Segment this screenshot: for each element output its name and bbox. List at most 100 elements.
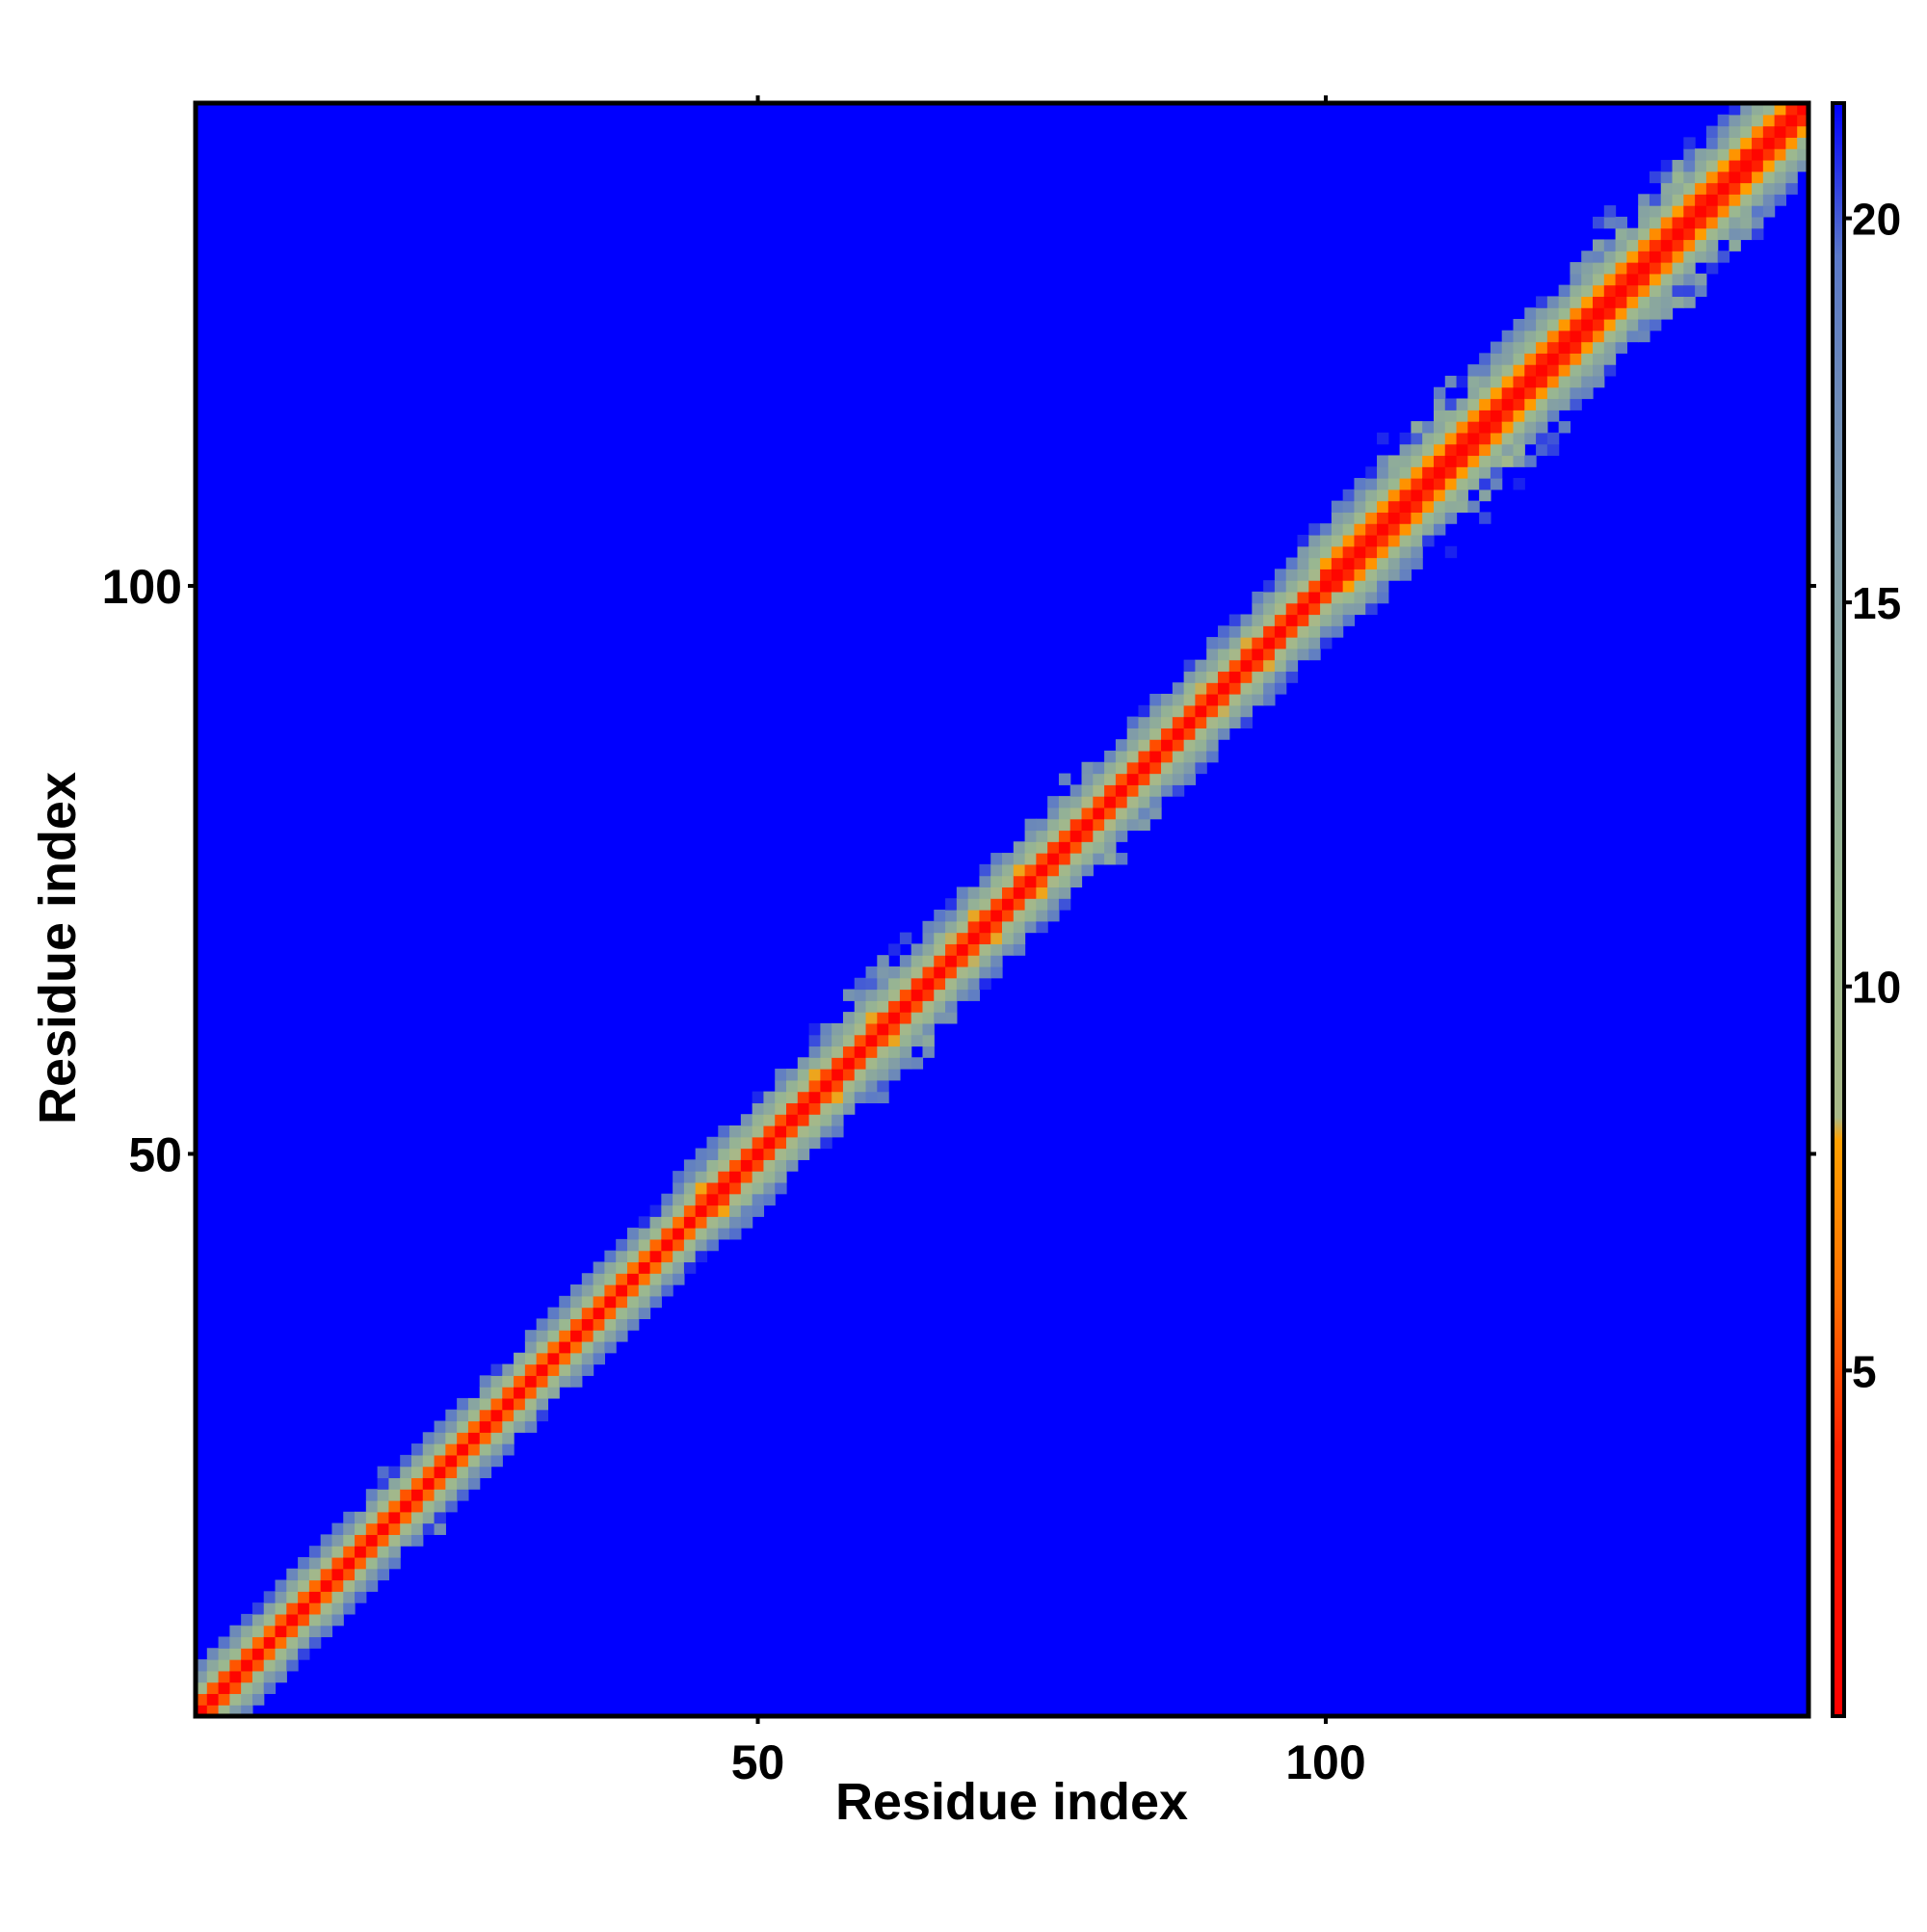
heatmap-cell [570,1363,583,1376]
heatmap-cell [1377,569,1389,581]
heatmap-cell [1228,659,1242,673]
heatmap-cell [1342,489,1356,502]
heatmap-cell [888,966,901,979]
heatmap-cell [1752,171,1764,184]
heatmap-cell [911,1034,924,1047]
heatmap-cell [286,1613,299,1627]
heatmap-cell [559,1318,571,1331]
heatmap-cell [1490,353,1503,365]
heatmap-cell [410,1477,424,1490]
heatmap-cell [1183,682,1197,695]
heatmap-cell [490,1443,503,1456]
heatmap-cell [706,1204,719,1217]
heatmap-cell [877,1069,889,1081]
heatmap-cell [1093,807,1105,820]
heatmap-cell [1013,898,1026,911]
heatmap-cell [559,1307,571,1319]
heatmap-cell [1024,830,1037,842]
heatmap-cell [877,1022,889,1036]
heatmap-cell [1047,898,1060,911]
heatmap-cell [899,1012,912,1024]
heatmap-cell [1603,364,1617,377]
heatmap-cell [536,1330,549,1342]
heatmap-cell [1660,227,1674,241]
heatmap-cell [1342,614,1356,626]
heatmap-cell [854,1022,867,1036]
heatmap-cell [593,1318,605,1331]
heatmap-cell [1387,534,1401,547]
heatmap-cell [911,966,924,979]
heatmap-cell [1513,443,1525,457]
heatmap-cell [581,1363,594,1376]
heatmap-cell [388,1466,401,1479]
heatmap-cell [911,1012,924,1024]
heatmap-cell [1331,500,1344,513]
heatmap-cell [1365,478,1378,490]
heatmap-cell [1615,330,1627,343]
heatmap-cell [1649,262,1662,275]
heatmap-cell [775,1171,787,1183]
heatmap-cell [1695,251,1707,263]
heatmap-cell [434,1477,446,1490]
heatmap-cell [1308,637,1321,649]
heatmap-cell [445,1477,458,1490]
heatmap-cell [1217,716,1230,728]
heatmap-cell [1297,614,1309,626]
heatmap-cell [1705,171,1719,184]
heatmap-cell [934,955,946,967]
heatmap-cell [832,1125,844,1138]
heatmap-cell [1161,773,1174,785]
heatmap-cell [1172,694,1185,706]
heatmap-cell [229,1659,242,1672]
heatmap-cell [422,1477,436,1490]
heatmap-cell [979,966,991,979]
heatmap-cell [1285,557,1299,569]
heatmap-cell [1603,273,1617,286]
heatmap-cell [388,1477,401,1490]
heatmap-cell [706,1159,719,1172]
heatmap-cell [1774,114,1787,127]
heatmap-cell [1546,318,1560,331]
heatmap-cell [1479,353,1491,365]
heatmap-cell [1524,398,1537,410]
heatmap-cell [524,1387,538,1399]
heatmap-cell [1411,466,1423,479]
heatmap-cell [275,1613,287,1627]
heatmap-cell [1126,807,1140,820]
heatmap-cell [479,1409,492,1422]
heatmap-cell [673,1216,685,1229]
heatmap-cell [626,1238,640,1252]
heatmap-cell [434,1420,446,1433]
colorbar-tick-label: 5 [1852,1346,1877,1396]
heatmap-cell [1399,466,1412,479]
heatmap-cell [1252,659,1264,673]
heatmap-cell [343,1546,356,1558]
heatmap-cell [1433,443,1446,457]
heatmap-cell [990,943,1003,956]
heatmap-cell [1603,205,1617,218]
heatmap-cell [1411,455,1423,467]
heatmap-cell [967,966,981,979]
heatmap-cell [865,1000,878,1013]
heatmap-cell [1228,716,1242,728]
heatmap-cell [1297,648,1309,661]
heatmap-cell [1013,943,1026,956]
heatmap-cell [388,1522,401,1535]
heatmap-cell [832,1079,844,1093]
heatmap-cell [1683,148,1696,161]
heatmap-cell [229,1681,242,1695]
heatmap-cell [1331,512,1344,524]
heatmap-cell [1354,602,1366,616]
heatmap-cell [683,1250,697,1263]
heatmap-cell [1536,432,1548,445]
heatmap-cell [1672,273,1684,286]
heatmap-cell [1274,569,1287,581]
heatmap-cell [1536,318,1548,331]
heatmap-cell [1161,728,1174,740]
heatmap-cell [649,1273,662,1285]
heatmap-cell [1603,341,1617,354]
heatmap-cell [729,1228,742,1240]
heatmap-cell [308,1613,322,1627]
y-tick-label: 100 [102,560,182,614]
heatmap-cell [1081,863,1094,877]
